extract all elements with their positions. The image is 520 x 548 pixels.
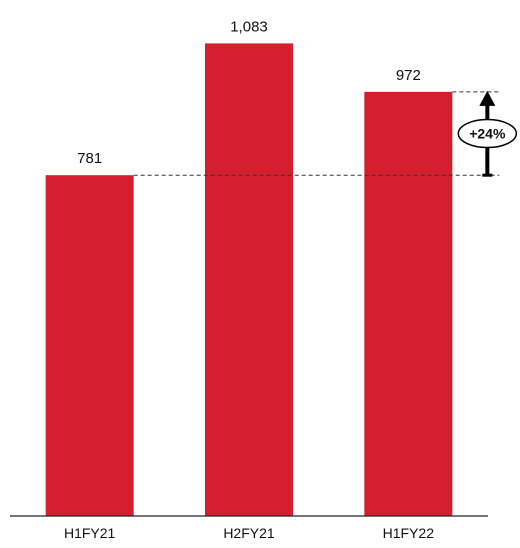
value-labels-layer: 781 1,083 972 — [77, 18, 421, 167]
x-tick-label-h1fy21: H1FY21 — [64, 525, 116, 541]
value-label-h2fy21: 1,083 — [230, 18, 268, 35]
up-arrow-icon — [479, 90, 496, 106]
bar-h2fy21 — [205, 43, 293, 516]
bar-h1fy22 — [364, 91, 453, 516]
x-tick-labels-layer: H1FY21 H2FY21 H1FY22 — [64, 525, 434, 541]
x-tick-label-h2fy21: H2FY21 — [223, 525, 275, 541]
growth-percentage-label: +24% — [469, 126, 506, 142]
value-label-h1fy21: 781 — [77, 150, 102, 167]
bars-layer — [45, 43, 453, 516]
x-tick-label-h1fy22: H1FY22 — [383, 525, 435, 541]
growth-badge-ellipse — [457, 118, 518, 149]
bar-h1fy21 — [45, 175, 134, 516]
value-label-h1fy22: 972 — [396, 67, 421, 84]
growth-annotation: +24% — [133, 90, 518, 177]
